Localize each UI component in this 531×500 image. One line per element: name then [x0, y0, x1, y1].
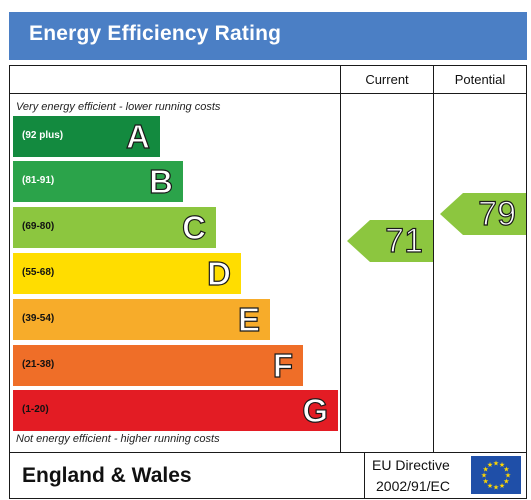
band-b-range: (81-91): [22, 175, 55, 186]
eu-flag-icon: ★ ★ ★ ★ ★ ★ ★ ★ ★ ★ ★ ★: [471, 456, 521, 494]
footer-divider: [364, 452, 365, 498]
column-header-current: Current: [365, 72, 409, 87]
band-f: (21-38) F: [13, 345, 303, 386]
band-d-range: (55-68): [22, 267, 55, 278]
eu-star-icon: ★: [481, 472, 487, 480]
directive-number: 2002/91/EC: [376, 478, 450, 494]
band-f-range: (21-38): [22, 359, 55, 370]
eu-star-icon: ★: [503, 478, 509, 486]
potential-rating-value: 79: [478, 194, 517, 233]
rating-footer: England & Wales EU Directive 2002/91/EC …: [9, 452, 527, 499]
band-g: (1-20) G: [13, 390, 338, 431]
band-b-letter: B: [149, 162, 174, 200]
band-g-range: (1-20): [22, 404, 49, 415]
band-d-letter: D: [207, 254, 232, 292]
current-rating-value: 71: [385, 221, 424, 260]
rating-table: Current Potential Very energy efficient …: [9, 65, 527, 453]
band-a: (92 plus) A: [13, 116, 160, 157]
band-e-range: (39-54): [22, 313, 55, 324]
directive-label: EU Directive: [372, 457, 450, 473]
eu-star-icon: ★: [499, 482, 505, 490]
header-row-divider: [10, 93, 526, 94]
efficient-note: Very energy efficient - lower running co…: [16, 101, 221, 113]
potential-rating-arrow: 79: [440, 193, 526, 235]
band-g-letter: G: [302, 391, 329, 429]
band-a-range: (92 plus): [22, 130, 64, 141]
rating-title: Energy Efficiency Rating: [29, 22, 282, 45]
band-c: (69-80) C: [13, 207, 216, 248]
band-d: (55-68) D: [13, 253, 241, 294]
region-label: England & Wales: [22, 464, 192, 487]
column-header-potential: Potential: [454, 72, 506, 87]
column-divider-potential: [433, 66, 434, 452]
band-c-letter: C: [182, 208, 207, 246]
eu-star-icon: ★: [487, 482, 493, 490]
eu-star-icon: ★: [482, 478, 488, 486]
eu-star-icon: ★: [482, 466, 488, 474]
eu-star-icon: ★: [505, 472, 511, 480]
eu-star-icon: ★: [499, 461, 505, 469]
column-divider-current: [340, 66, 341, 452]
eu-star-icon: ★: [493, 460, 499, 468]
band-b: (81-91) B: [13, 161, 183, 202]
current-rating-arrow: 71: [347, 220, 433, 262]
eu-star-icon: ★: [487, 461, 493, 469]
rating-header: Energy Efficiency Rating: [9, 12, 527, 60]
band-e: (39-54) E: [13, 299, 270, 340]
inefficient-note: Not energy efficient - higher running co…: [16, 433, 220, 445]
band-c-range: (69-80): [22, 221, 55, 232]
band-f-letter: F: [272, 346, 293, 384]
eu-star-icon: ★: [503, 466, 509, 474]
band-e-letter: E: [237, 300, 260, 338]
eu-star-icon: ★: [493, 484, 499, 492]
band-a-letter: A: [126, 117, 151, 155]
